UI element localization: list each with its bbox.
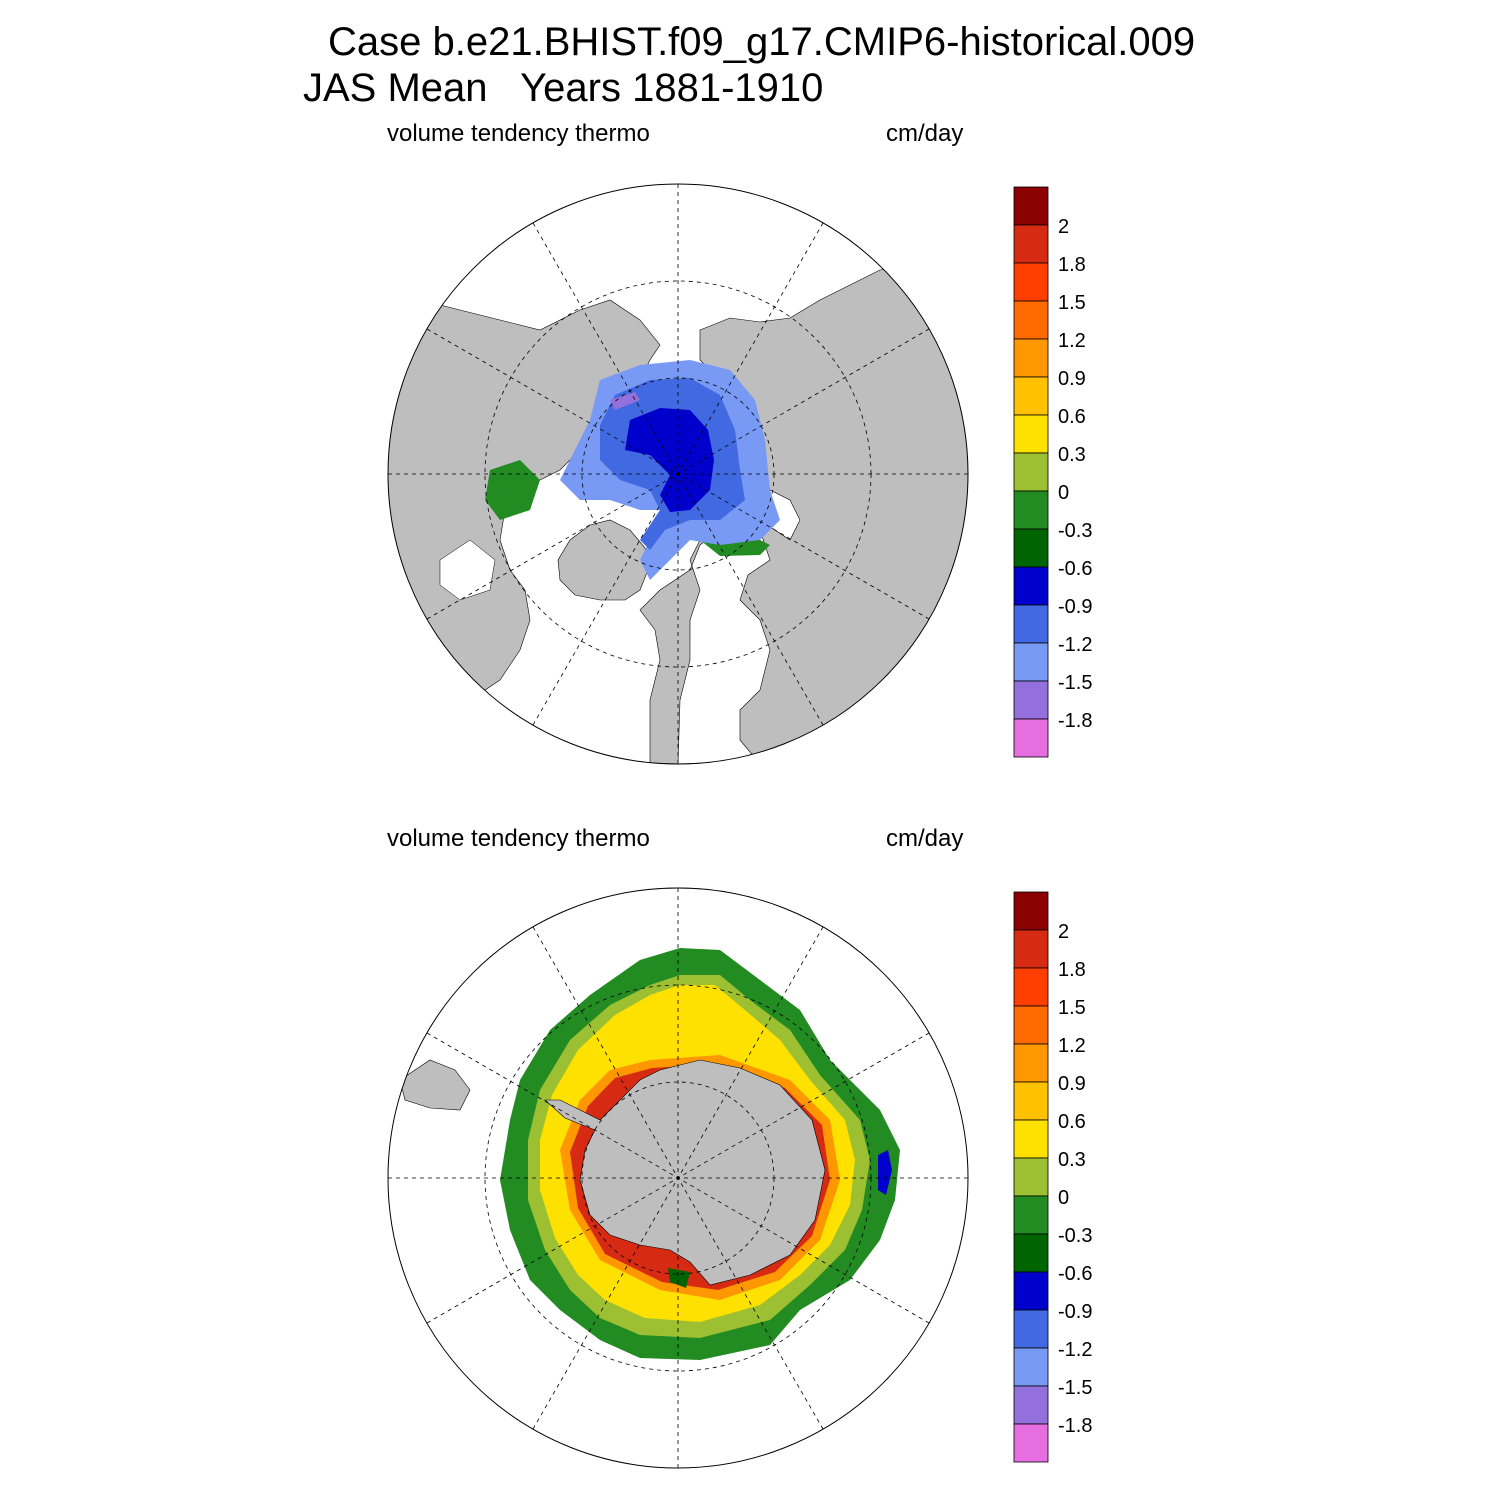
antarctic-variable-label: volume tendency thermo <box>387 825 650 852</box>
figure-title-line1: Case b.e21.BHIST.f09_g17.CMIP6-historica… <box>328 20 1196 64</box>
figure-title-line2: JAS Mean Years 1881-1910 <box>303 66 824 110</box>
greenland-landmass <box>557 519 649 601</box>
asia-landmass <box>639 264 968 764</box>
antarctic-units-label: cm/day <box>886 825 964 852</box>
arctic-units-label: cm/day <box>886 120 964 147</box>
arctic-variable-label: volume tendency thermo <box>387 120 650 147</box>
